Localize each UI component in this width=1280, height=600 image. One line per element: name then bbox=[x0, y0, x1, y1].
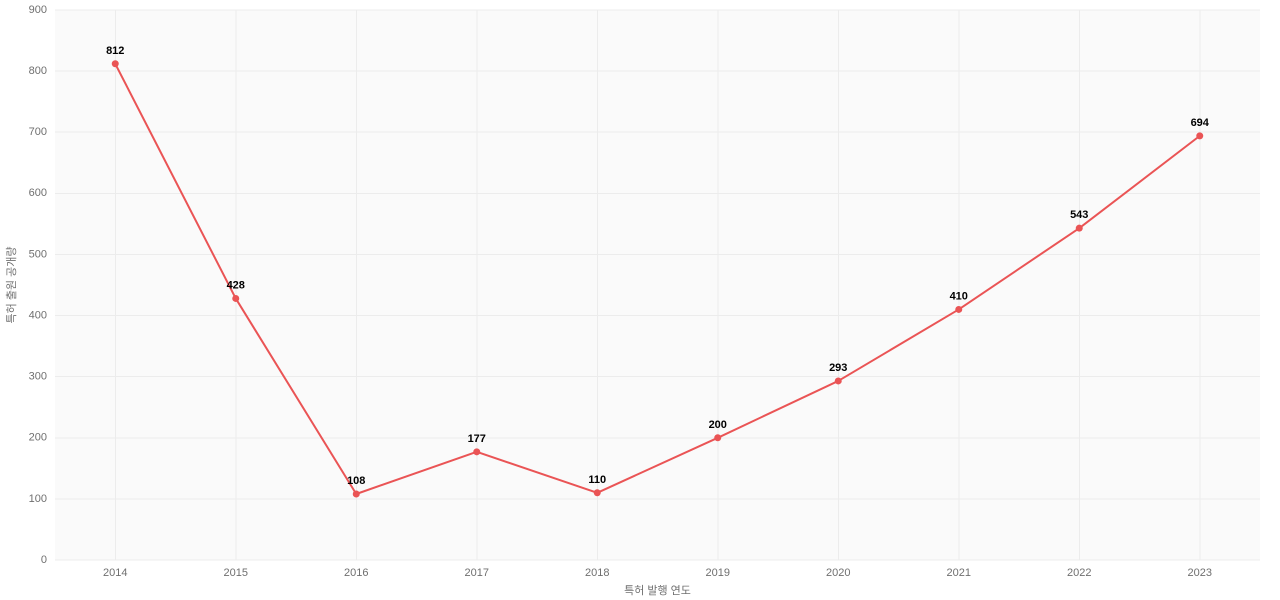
x-tick-label: 2022 bbox=[1067, 567, 1091, 579]
x-axis-title: 특허 발행 연도 bbox=[624, 584, 691, 597]
data-point bbox=[1076, 225, 1083, 232]
data-point-label: 694 bbox=[1191, 117, 1210, 129]
chart-svg: 0 100 200 300 400 500 600 700 800 900 2014 2015 2016… bbox=[0, 0, 1280, 600]
data-point bbox=[353, 491, 360, 498]
x-tick-label: 2016 bbox=[344, 567, 368, 579]
line-chart: 0 100 200 300 400 500 600 700 800 900 2014 2015 2016… bbox=[0, 0, 1280, 600]
y-tick-label: 700 bbox=[29, 126, 47, 138]
y-tick-label: 900 bbox=[29, 4, 47, 16]
y-tick-label: 100 bbox=[29, 493, 47, 505]
data-point bbox=[1196, 132, 1203, 139]
data-point bbox=[714, 434, 721, 441]
data-point-label: 200 bbox=[709, 419, 727, 431]
data-point-label: 812 bbox=[106, 45, 124, 57]
x-tick-label: 2017 bbox=[465, 567, 489, 579]
data-point-label: 410 bbox=[950, 290, 968, 302]
x-tick-label: 2014 bbox=[103, 567, 127, 579]
x-tick-label: 2023 bbox=[1188, 567, 1212, 579]
data-point-label: 108 bbox=[347, 475, 365, 487]
y-axis-title: 특허 출원 공개량 bbox=[5, 247, 18, 324]
x-tick-label: 2015 bbox=[224, 567, 248, 579]
data-point-label: 177 bbox=[468, 433, 486, 445]
y-tick-label: 400 bbox=[29, 309, 47, 321]
y-tick-label: 800 bbox=[29, 65, 47, 77]
data-point bbox=[594, 489, 601, 496]
y-tick-label: 500 bbox=[29, 248, 47, 260]
y-tick-label: 0 bbox=[41, 554, 47, 566]
data-point-label: 293 bbox=[829, 362, 847, 374]
x-tick-label: 2018 bbox=[585, 567, 609, 579]
data-point bbox=[232, 295, 239, 302]
y-tick-label: 200 bbox=[29, 432, 47, 444]
y-tick-label: 300 bbox=[29, 371, 47, 383]
data-point-label: 428 bbox=[227, 279, 245, 291]
y-tick-label: 600 bbox=[29, 187, 47, 199]
data-point bbox=[112, 60, 119, 67]
x-tick-label: 2021 bbox=[947, 567, 971, 579]
x-tick-label: 2020 bbox=[826, 567, 850, 579]
data-point bbox=[473, 448, 480, 455]
x-tick-label: 2019 bbox=[706, 567, 730, 579]
data-point-label: 543 bbox=[1070, 209, 1088, 221]
data-point bbox=[835, 377, 842, 384]
data-point bbox=[955, 306, 962, 313]
data-point-label: 110 bbox=[588, 474, 606, 486]
